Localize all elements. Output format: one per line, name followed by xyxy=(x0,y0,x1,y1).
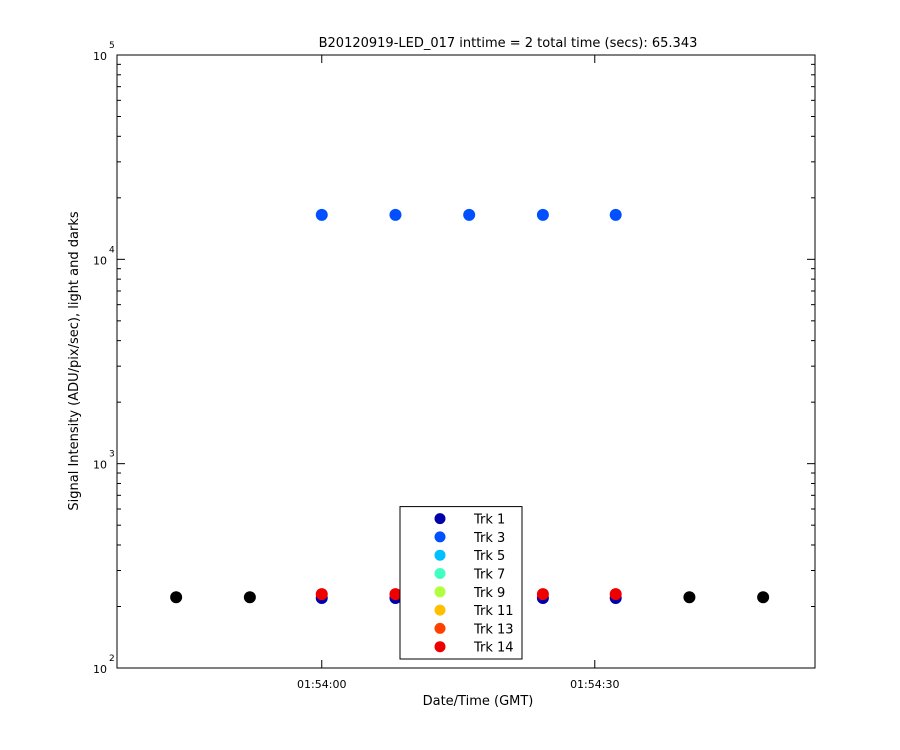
chart-title: B20120919-LED_017 inttime = 2 total time… xyxy=(319,36,698,51)
point xyxy=(757,591,770,604)
y-axis-label: Signal Intensity (ADU/pix/sec), light an… xyxy=(67,211,82,510)
legend-label: Trk 9 xyxy=(473,586,505,601)
legend-marker xyxy=(434,549,446,561)
y-tick-exponent: 5 xyxy=(109,41,115,51)
y-tick-label: 10 xyxy=(93,459,107,472)
point xyxy=(315,588,328,601)
x-tick-label: 01:54:00 xyxy=(297,678,346,691)
plot-area xyxy=(116,54,816,669)
legend-marker xyxy=(434,604,446,616)
legend-marker xyxy=(434,622,446,634)
legend-box xyxy=(399,506,523,660)
y-tick-label: 10 xyxy=(93,254,107,267)
legend-marker xyxy=(434,586,446,598)
legend: Trk 1 Trk 3 Trk 5 Trk 7 Trk 9 Trk 11 Trk 13 Trk… xyxy=(399,506,523,660)
point xyxy=(683,591,696,604)
y-tick-label: 10 xyxy=(93,50,107,63)
point xyxy=(536,208,549,221)
point xyxy=(389,208,402,221)
y-tick-exponent: 2 xyxy=(109,654,115,664)
legend-marker xyxy=(434,641,446,653)
legend-marker xyxy=(434,531,446,543)
legend-marker xyxy=(434,568,446,579)
legend-label: Trk 1 xyxy=(473,513,505,528)
legend-label: Trk 11 xyxy=(473,604,514,619)
y-tick-exponent: 3 xyxy=(109,450,115,460)
x-axis-label: Date/Time (GMT) xyxy=(423,694,534,709)
point xyxy=(315,208,328,221)
x-tick-label: 01:54:30 xyxy=(570,678,619,691)
point xyxy=(170,591,183,604)
legend-label: Trk 3 xyxy=(473,531,505,546)
legend-label: Trk 14 xyxy=(473,641,514,656)
point xyxy=(243,591,256,604)
point xyxy=(609,588,622,601)
legend-label: Trk 13 xyxy=(473,622,514,637)
legend-label: Trk 5 xyxy=(473,549,505,564)
point xyxy=(536,588,549,601)
point xyxy=(463,208,476,221)
y-tick-label: 10 xyxy=(93,663,107,676)
legend-marker xyxy=(434,513,446,525)
y-tick-exponent: 4 xyxy=(109,245,115,255)
legend-label: Trk 7 xyxy=(473,568,505,583)
point xyxy=(389,588,402,601)
point xyxy=(609,208,622,221)
